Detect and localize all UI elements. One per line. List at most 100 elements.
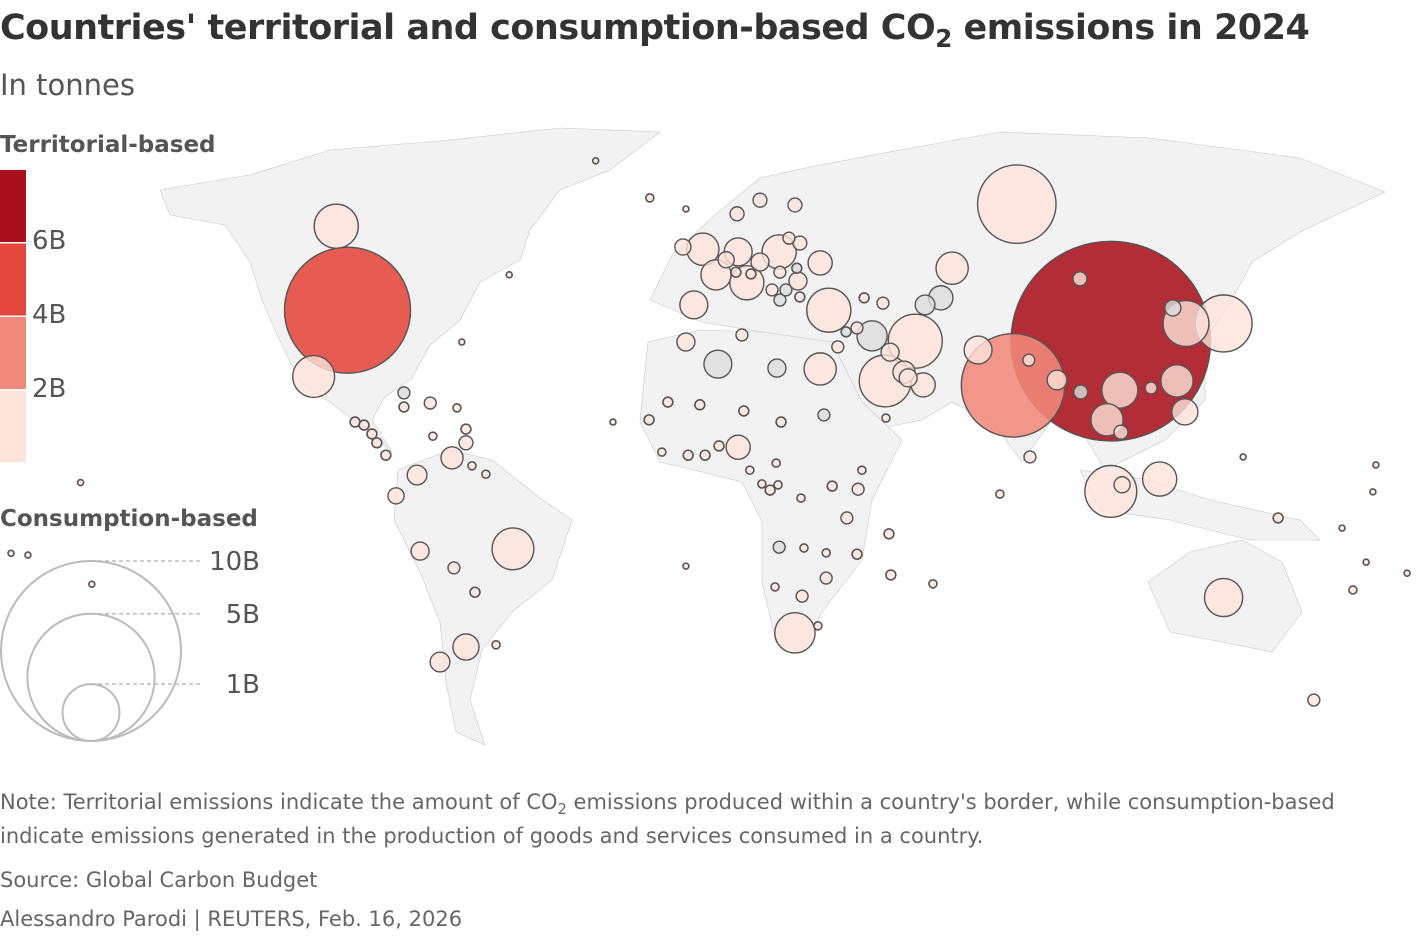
consumption-legend-heading: Consumption-based — [0, 506, 258, 532]
bubbles — [7, 157, 1411, 707]
bubble — [467, 460, 477, 471]
note-line-2: indicate emissions generated in the prod… — [0, 824, 984, 848]
bubble — [694, 399, 706, 411]
bubble — [794, 291, 806, 303]
note-text-end: emissions produced within a country's bo… — [566, 790, 1335, 814]
bubble — [857, 465, 867, 476]
bubble — [1307, 693, 1321, 707]
bubble — [491, 527, 535, 571]
land-south-america — [393, 449, 573, 746]
bubble — [885, 569, 897, 581]
land-north-america — [159, 127, 661, 453]
bubble — [1072, 271, 1088, 287]
bubble — [662, 396, 674, 408]
bubble — [881, 413, 891, 423]
bubble — [674, 238, 692, 256]
consumption-size-circle — [26, 612, 156, 743]
bubble — [469, 586, 481, 598]
bubble — [807, 250, 833, 276]
note-subscript: 2 — [557, 801, 567, 819]
bubble — [782, 231, 796, 245]
bubble — [796, 493, 806, 503]
bubble — [283, 246, 412, 374]
bubble — [313, 203, 359, 249]
bubble — [1141, 461, 1178, 497]
bubble — [1403, 569, 1411, 577]
consumption-size-circle — [61, 683, 121, 742]
bubble — [774, 612, 816, 654]
bubble — [791, 262, 803, 274]
bubble — [292, 354, 336, 399]
bubble — [1101, 371, 1139, 409]
bubble — [770, 582, 780, 592]
bubble — [440, 446, 464, 470]
credit: Alessandro Parodi | REUTERS, Feb. 16, 20… — [0, 907, 463, 931]
page-title: Countries' territorial and consumption-b… — [0, 8, 1310, 53]
bubble — [765, 283, 779, 297]
bubble — [657, 447, 667, 457]
source: Source: Global Carbon Budget — [0, 868, 318, 892]
title-text: Countries' territorial and consumption-b… — [0, 8, 936, 48]
bubble — [387, 487, 405, 505]
bubble — [735, 328, 749, 342]
bubble — [1022, 353, 1036, 367]
bubble — [1348, 585, 1358, 595]
consumption-legend — [0, 560, 200, 743]
bubble — [699, 449, 711, 461]
bubble — [397, 386, 411, 400]
bubble — [745, 268, 757, 280]
title-subscript: 2 — [935, 24, 952, 53]
bubble — [1160, 364, 1194, 398]
bubble — [366, 428, 378, 440]
bubble — [644, 193, 655, 203]
bubble — [643, 414, 655, 426]
bubble — [1084, 464, 1138, 519]
bubble — [787, 197, 803, 213]
bubble — [460, 423, 472, 435]
bubble — [771, 458, 781, 468]
bubble — [799, 543, 809, 553]
consumption-size-label: 10B — [209, 547, 260, 577]
bubble — [458, 338, 466, 346]
bubble — [410, 541, 430, 561]
bubble — [1362, 558, 1370, 566]
bubble — [458, 435, 474, 451]
bubble — [772, 540, 786, 554]
territorial-tick: 2B — [32, 374, 67, 404]
bubble — [1239, 453, 1247, 461]
bubble — [935, 251, 969, 286]
title-text-end: emissions in 2024 — [951, 8, 1310, 48]
bubble — [452, 403, 462, 413]
bubble — [1113, 424, 1129, 440]
bubble — [851, 548, 863, 560]
territorial-legend — [0, 170, 26, 463]
bubble — [851, 482, 865, 496]
bubble — [1369, 488, 1377, 496]
bubble — [745, 465, 755, 476]
subtitle: In tonnes — [0, 68, 135, 102]
bubble — [767, 358, 787, 378]
bubble — [887, 313, 943, 369]
consumption-size-label: 1B — [225, 670, 260, 700]
territorial-bin-swatch — [0, 243, 26, 316]
bubble — [679, 290, 709, 320]
bubble — [729, 206, 745, 222]
bubble — [682, 449, 694, 461]
bubble — [1046, 369, 1068, 391]
territorial-tick: 6B — [32, 226, 67, 256]
bubble — [1023, 450, 1037, 464]
note-text: Note: Territorial emissions indicate the… — [0, 790, 558, 814]
bubble — [773, 479, 783, 490]
bubble — [481, 469, 491, 480]
bubble — [447, 561, 461, 575]
bubble — [858, 292, 870, 304]
bubble — [1171, 398, 1199, 426]
territorial-tick: 4B — [32, 300, 67, 330]
bubble — [609, 418, 617, 426]
bubble — [821, 548, 831, 558]
bubble — [398, 401, 410, 413]
bubble — [1338, 524, 1346, 532]
bubble — [703, 349, 733, 379]
bubble — [358, 419, 370, 431]
bubble — [773, 265, 787, 279]
